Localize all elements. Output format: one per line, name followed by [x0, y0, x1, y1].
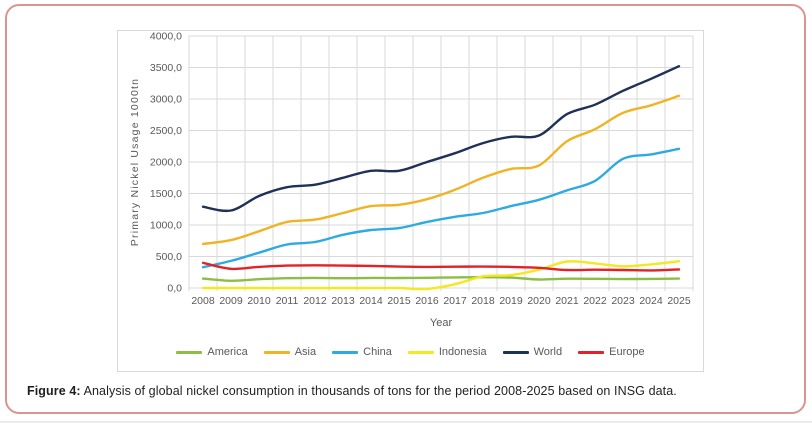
figure-caption-text: Analysis of global nickel consumption in… [80, 384, 677, 398]
nickel-consumption-chart: 0,0 500,0 1000,0 1500,0 2000,0 2500,0 3000,0 35… [129, 31, 694, 329]
chart-legend: America Asia China Indonesia World Europe [118, 343, 703, 361]
legend-label-indonesia: Indonesia [438, 345, 487, 358]
legend-swatch-america [176, 350, 203, 354]
legend-swatch-indonesia [407, 350, 434, 354]
y-tick-label: 1000,0 [150, 220, 182, 232]
x-tick-label: 2011 [276, 295, 299, 307]
x-tick-label: 2018 [471, 295, 495, 307]
x-tick-label: 2010 [247, 295, 271, 307]
y-tick-label: 1500,0 [150, 188, 182, 200]
legend-swatch-asia [263, 350, 290, 354]
series-line-china [201, 147, 681, 269]
y-tick-label: 0,0 [167, 283, 182, 295]
legend-swatch-world [502, 350, 529, 354]
legend-label-asia: Asia [294, 345, 317, 358]
x-tick-label: 2015 [387, 295, 411, 307]
legend-item-europe: Europe [578, 345, 645, 358]
legend-item-asia: Asia [263, 345, 317, 358]
y-tick-label: 3500,0 [150, 62, 182, 74]
y-tick-label: 3000,0 [150, 94, 182, 106]
x-tick-label: 2014 [359, 295, 383, 307]
series-line-america [201, 275, 681, 283]
legend-label-america: America [207, 345, 248, 358]
x-tick-label: 2017 [443, 295, 467, 307]
series-line-asia [201, 94, 681, 246]
legend-label-europe: Europe [609, 345, 645, 358]
legend-swatch-europe [578, 350, 605, 354]
series-line-indonesia [201, 260, 681, 291]
x-axis-title: Year [430, 317, 453, 329]
page-bottom-divider [0, 421, 812, 423]
legend-item-america: America [176, 345, 248, 358]
x-tick-label: 2021 [555, 295, 579, 307]
legend-item-world: World [502, 345, 563, 358]
x-tick-label: 2022 [583, 295, 607, 307]
legend-item-indonesia: Indonesia [407, 345, 487, 358]
chart-card: 0,0 500,0 1000,0 1500,0 2000,0 2500,0 3000,0 35… [117, 30, 704, 372]
y-tick-label: 4000,0 [150, 31, 182, 43]
x-tick-label: 2025 [667, 295, 691, 307]
x-tick-label: 2023 [611, 295, 635, 307]
legend-label-world: World [533, 345, 563, 358]
y-axis-title: Primary Nickel Usage 1000tn [129, 78, 141, 246]
x-tick-label: 2016 [415, 295, 439, 307]
x-tick-label: 2019 [499, 295, 523, 307]
legend-label-china: China [363, 345, 392, 358]
figure-caption-label: Figure 4: [27, 384, 81, 398]
series-line-world [201, 65, 681, 213]
figure-caption: Figure 4: Analysis of global nickel cons… [27, 384, 767, 398]
y-tick-label: 2500,0 [150, 125, 182, 137]
x-tick-label: 2020 [527, 295, 551, 307]
legend-item-china: China [332, 345, 392, 358]
legend-swatch-china [332, 350, 359, 354]
figure-border: 0,0 500,0 1000,0 1500,0 2000,0 2500,0 3000,0 35… [5, 4, 806, 414]
y-tick-label: 2000,0 [150, 157, 182, 169]
y-tick-label: 500,0 [156, 251, 182, 263]
x-tick-label: 2008 [191, 295, 215, 307]
x-tick-label: 2012 [303, 295, 327, 307]
x-tick-label: 2009 [219, 295, 243, 307]
x-tick-label: 2024 [639, 295, 663, 307]
series-line-europe [201, 261, 681, 272]
x-tick-label: 2013 [331, 295, 355, 307]
